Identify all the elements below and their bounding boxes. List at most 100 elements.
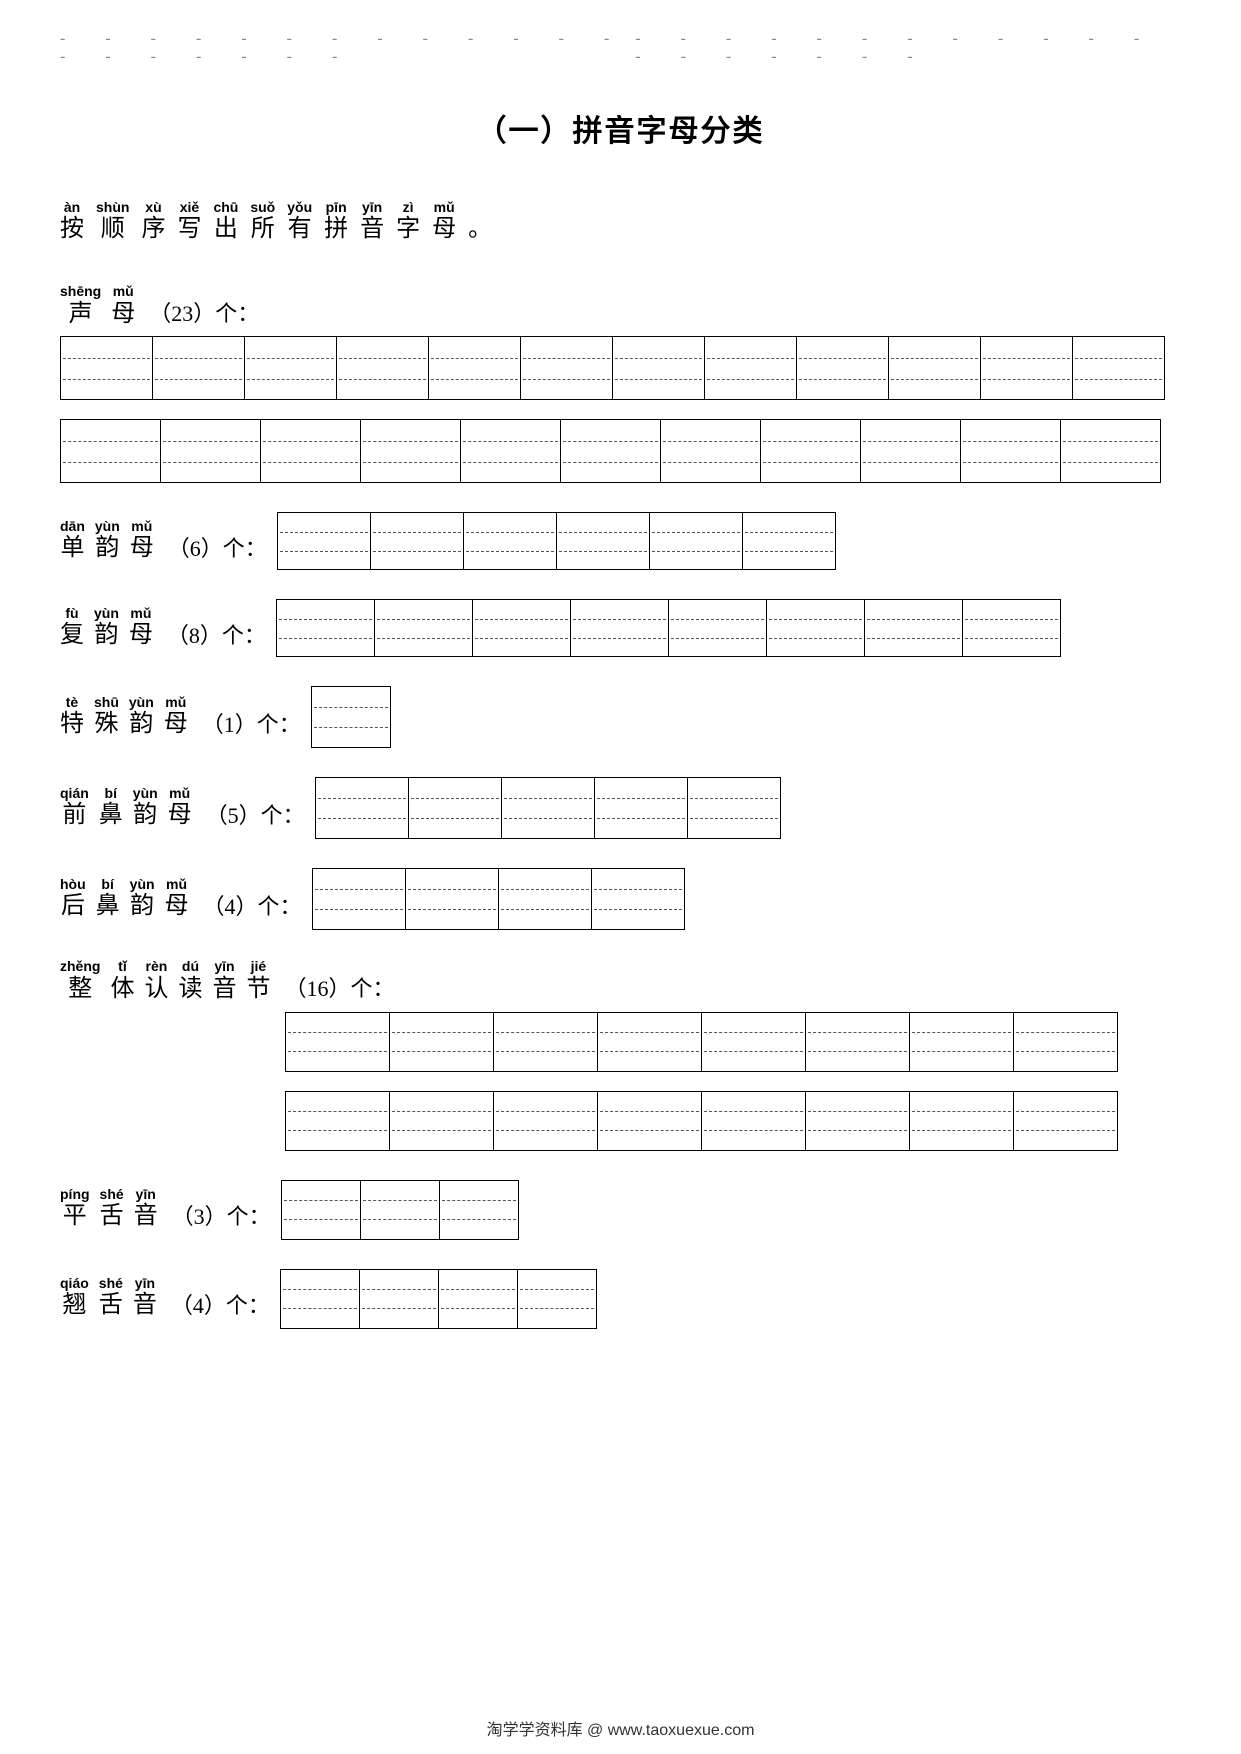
writing-cell xyxy=(570,599,669,657)
pinyin: àn xyxy=(64,200,80,215)
writing-cell xyxy=(276,599,375,657)
pinyin: xù xyxy=(145,200,161,215)
ruby-char: dān单 xyxy=(60,519,85,563)
pinyin: yùn xyxy=(133,786,158,801)
pinyin: hòu xyxy=(60,877,86,892)
pinyin: yùn xyxy=(129,695,154,710)
pinyin: yīn xyxy=(136,1187,156,1202)
writing-cell xyxy=(649,512,743,570)
ruby-char: suǒ所 xyxy=(250,200,275,244)
ruby-char: mǔ母 xyxy=(111,284,135,328)
teshuyunmu-row xyxy=(311,686,390,747)
section-teshuyunmu: tè特shū殊yùn韵mǔ母（1）个： xyxy=(60,686,1181,747)
section-zhengti: zhěng整tǐ体rèn认dú读yīn音jié节（16）个： xyxy=(60,959,1181,1149)
ruby-char: mǔ母 xyxy=(129,606,153,650)
dashes-right: - - - - - - - - - - - - - - - - - - - xyxy=(635,30,1181,66)
ruby-char: pīn拼 xyxy=(324,200,348,244)
count-zhengti: （16）个： xyxy=(284,976,394,1003)
count-fuyunmu: （8）个： xyxy=(167,623,266,650)
pinyin: bí xyxy=(105,786,117,801)
writing-cell xyxy=(742,512,836,570)
writing-cell xyxy=(336,336,429,400)
pinyin: yīn xyxy=(214,959,234,974)
writing-cell xyxy=(660,419,761,483)
hanzi: 体 xyxy=(110,975,134,1004)
ruby-char: yīn音 xyxy=(134,1187,158,1231)
pinyin: mǔ xyxy=(131,519,152,534)
hanzi: 母 xyxy=(165,892,189,921)
hanzi: 鼻 xyxy=(99,801,123,830)
hanzi: 音 xyxy=(360,215,384,244)
hanzi: 读 xyxy=(178,975,202,1004)
hanzi: 韵 xyxy=(129,710,153,739)
writing-cell xyxy=(493,1091,598,1151)
ruby-char: yīn音 xyxy=(360,200,384,244)
writing-cell xyxy=(980,336,1073,400)
pinyin: mǔ xyxy=(130,606,151,621)
writing-cell xyxy=(374,599,473,657)
writing-cell xyxy=(556,512,650,570)
zhengti-row2 xyxy=(285,1091,1181,1150)
hanzi: 音 xyxy=(212,975,236,1004)
pinyin: mǔ xyxy=(434,200,455,215)
ruby-char: fù复 xyxy=(60,606,84,650)
writing-cell xyxy=(244,336,337,400)
label-fuyunmu: fù复yùn韵mǔ母（8）个： xyxy=(60,606,266,650)
label-qiaoshe: qiáo翘shé舌yīn音（4）个： xyxy=(60,1276,270,1320)
hanzi: 韵 xyxy=(95,534,119,563)
ruby-char: bí鼻 xyxy=(99,786,123,830)
hanzi: 序 xyxy=(141,215,165,244)
writing-cell xyxy=(260,419,361,483)
writing-cell xyxy=(597,1091,702,1151)
count-teshuyunmu: （1）个： xyxy=(202,712,301,739)
writing-cell xyxy=(439,1180,519,1240)
hanzi: 前 xyxy=(62,801,86,830)
pinyin: yīn xyxy=(362,200,382,215)
writing-cell xyxy=(909,1012,1014,1072)
ruby-char: shēng声 xyxy=(60,284,101,328)
fuyunmu-row xyxy=(276,599,1060,656)
writing-cell xyxy=(463,512,557,570)
writing-cell xyxy=(1060,419,1161,483)
section-qianbiyunmu: qián前bí鼻yùn韵mǔ母（5）个： xyxy=(60,777,1181,838)
pinyin: qiáo xyxy=(60,1276,89,1291)
ruby-char: shū殊 xyxy=(94,695,119,739)
writing-cell xyxy=(311,686,391,748)
hanzi: 认 xyxy=(144,975,168,1004)
writing-cell xyxy=(460,419,561,483)
ruby-char: shùn顺 xyxy=(96,200,129,244)
ruby-char: shé舌 xyxy=(99,1276,123,1320)
count-pingshe: （3）个： xyxy=(172,1204,271,1231)
count-danyunmu: （6）个： xyxy=(168,536,267,563)
hanzi: 特 xyxy=(60,710,84,739)
ruby-char: mǔ母 xyxy=(168,786,192,830)
ruby-char: mǔ母 xyxy=(432,200,456,244)
hanzi: 复 xyxy=(60,621,84,650)
ruby-char: hòu后 xyxy=(60,877,86,921)
pinyin: yùn xyxy=(130,877,155,892)
section-houbiyunmu: hòu后bí鼻yùn韵mǔ母（4）个： xyxy=(60,868,1181,929)
writing-cell xyxy=(962,599,1061,657)
instruction-line: àn按shùn顺xù序xiě写chū出suǒ所yǒu有pīn拼yīn音zì字mǔ… xyxy=(60,200,1181,244)
writing-cell xyxy=(312,868,406,930)
pinyin: shé xyxy=(99,1276,123,1291)
writing-cell xyxy=(315,777,409,839)
ruby-char: píng平 xyxy=(60,1187,90,1231)
writing-cell xyxy=(285,1091,390,1151)
ruby-char: xù序 xyxy=(141,200,165,244)
pinyin: fù xyxy=(65,606,78,621)
writing-cell xyxy=(389,1091,494,1151)
punct: 。 xyxy=(468,200,492,244)
writing-cell xyxy=(701,1091,806,1151)
writing-cell xyxy=(428,336,521,400)
pinyin: dú xyxy=(182,959,199,974)
ruby-char: yùn韵 xyxy=(95,519,120,563)
pinyin: mǔ xyxy=(113,284,134,299)
writing-cell xyxy=(160,419,261,483)
danyunmu-row xyxy=(277,512,835,569)
writing-cell xyxy=(960,419,1061,483)
writing-cell xyxy=(408,777,502,839)
hanzi: 平 xyxy=(63,1202,87,1231)
writing-cell xyxy=(1072,336,1165,400)
writing-cell xyxy=(472,599,571,657)
